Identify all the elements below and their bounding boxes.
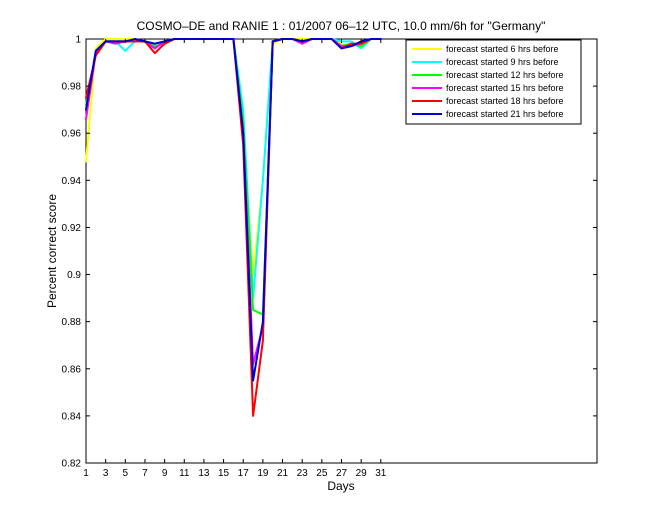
- x-tick-label: 11: [179, 468, 190, 479]
- y-tick-label: 0.82: [62, 459, 82, 470]
- y-tick-label: 0.84: [62, 411, 82, 422]
- x-tick-label: 27: [336, 468, 348, 479]
- x-tick-label: 9: [162, 468, 168, 479]
- y-axis-label: Percent correct score: [45, 194, 59, 308]
- chart-title: COSMO–DE and RANIE 1 : 01/2007 06–12 UTC…: [137, 19, 546, 33]
- series-group: [85, 38, 382, 417]
- x-tick-label: 29: [356, 468, 368, 479]
- y-tick-label: 0.9: [67, 270, 81, 281]
- legend-label-4: forecast started 15 hrs before: [446, 83, 564, 93]
- legend-label-2: forecast started 9 hrs before: [446, 57, 559, 67]
- x-tick-label: 21: [277, 468, 289, 479]
- y-tick-label: 0.88: [62, 317, 82, 328]
- y-tick-label: 0.86: [62, 364, 82, 375]
- y-tick-label: 0.92: [62, 223, 82, 234]
- x-tick-label: 7: [142, 468, 148, 479]
- legend-label-1: forecast started 6 hrs before: [446, 44, 559, 54]
- x-axis-ticks: 1 3 5 7 9 11 13 15 17 19 21 23 25 27 29 31: [83, 39, 387, 479]
- legend-label-6: forecast started 21 hrs before: [446, 109, 564, 119]
- x-tick-label: 13: [198, 468, 210, 479]
- x-tick-label: 19: [257, 468, 269, 479]
- x-tick-label: 25: [316, 468, 328, 479]
- x-tick-label: 3: [103, 468, 109, 479]
- x-tick-label: 31: [375, 468, 387, 479]
- x-axis-label: Days: [327, 479, 354, 493]
- legend: forecast started 6 hrs before forecast st…: [405, 39, 582, 125]
- legend-label-5: forecast started 18 hrs before: [446, 96, 564, 106]
- y-tick-label: 0.98: [62, 82, 82, 93]
- x-tick-label: 23: [297, 468, 309, 479]
- x-tick-label: 17: [238, 468, 250, 479]
- x-tick-label: 5: [123, 468, 129, 479]
- y-tick-label: 0.96: [62, 129, 82, 140]
- legend-box: [405, 39, 582, 125]
- x-tick-label: 15: [218, 468, 230, 479]
- y-tick-label: 0.94: [62, 176, 82, 187]
- y-axis-ticks: 0.82 0.84 0.86 0.88 0.9 0.92 0.94 0.96 0.98 1: [62, 35, 597, 470]
- legend-label-3: forecast started 12 hrs before: [446, 70, 564, 80]
- x-tick-label: 1: [83, 468, 89, 479]
- series-line-6: [85, 38, 382, 382]
- y-tick-label: 1: [75, 35, 81, 46]
